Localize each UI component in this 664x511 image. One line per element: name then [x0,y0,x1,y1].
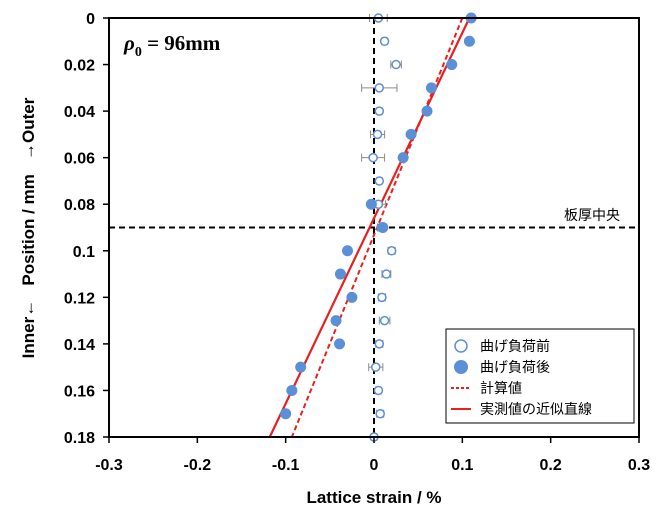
x-tick-label: -0.3 [95,457,123,474]
after-load-point [405,128,417,140]
y-tick-label: 0.1 [73,244,95,261]
after-load-point [295,361,307,373]
y-axis-title: Inner← Position / mm →Outer [19,97,38,358]
y-tick-label: 0.04 [64,104,95,121]
after-load-point [463,35,475,47]
after-load-point [425,82,437,94]
x-tick-label: 0 [370,457,379,474]
before-load-point [375,408,385,419]
y-tick-label: 0 [86,11,95,28]
before-load-point [391,59,401,70]
x-tick-label: 0.1 [451,457,473,474]
after-load-point [334,338,346,350]
legend-calculated: 計算値 [480,381,522,397]
before-load-point [381,269,392,279]
reference-lines [109,18,639,437]
before-load-point [379,36,390,47]
before-load-point [379,315,390,326]
after-load-point [330,315,342,327]
before-load-point [373,385,384,396]
y-tick-label: 0.08 [64,197,95,214]
rho-annotation: ρ0 = 96mm [123,31,221,60]
after-load-point [446,59,458,71]
legend-box [445,328,635,424]
after-load-point [397,152,409,164]
before-load-point [374,339,385,349]
y-tick-label: 0.06 [64,151,95,168]
x-tick-label: 0.3 [628,457,650,474]
y-tick-label: 0.02 [64,58,95,75]
data-points [280,12,477,442]
x-tick-label: -0.1 [272,457,300,474]
legend-after-load: 曲げ負荷後 [480,360,550,376]
before-load-point [374,106,385,116]
before-load-point [377,292,387,303]
legend-filled-marker [454,360,468,374]
midplane-annotation: 板厚中央 [564,208,620,224]
legend-measured-fit: 実測値の近似直線 [480,401,592,418]
after-load-point [377,222,389,233]
after-load-point [286,384,298,396]
after-load-point [280,408,292,420]
y-tick-label: 0.12 [64,290,95,307]
y-tick-label: 0.16 [64,383,95,400]
before-load-point [374,176,385,186]
before-load-point [386,246,397,256]
y-tick-label: 0.14 [64,337,95,354]
after-load-point [342,245,353,257]
after-load-point [334,268,346,280]
after-load-point [421,105,433,117]
legend-open-marker [454,339,468,353]
x-tick-label: -0.2 [184,457,212,474]
x-tick-label: 0.2 [540,457,562,474]
after-load-point [365,198,377,210]
after-load-point [346,291,358,303]
before-load-point [371,362,381,372]
before-load-point [368,152,378,163]
before-load-point [372,129,383,140]
x-axis-title: Lattice strain / % [306,488,441,507]
before-load-point [374,83,385,93]
y-tick-label: 0.18 [64,430,95,447]
axis-ticks: -0.3 -0.2 -0.1 0 0.1 0.2 0.3 0 0.02 0.04 0.06 0.08 0… [64,11,650,474]
legend-before-load: 曲げ負荷前 [480,338,550,355]
